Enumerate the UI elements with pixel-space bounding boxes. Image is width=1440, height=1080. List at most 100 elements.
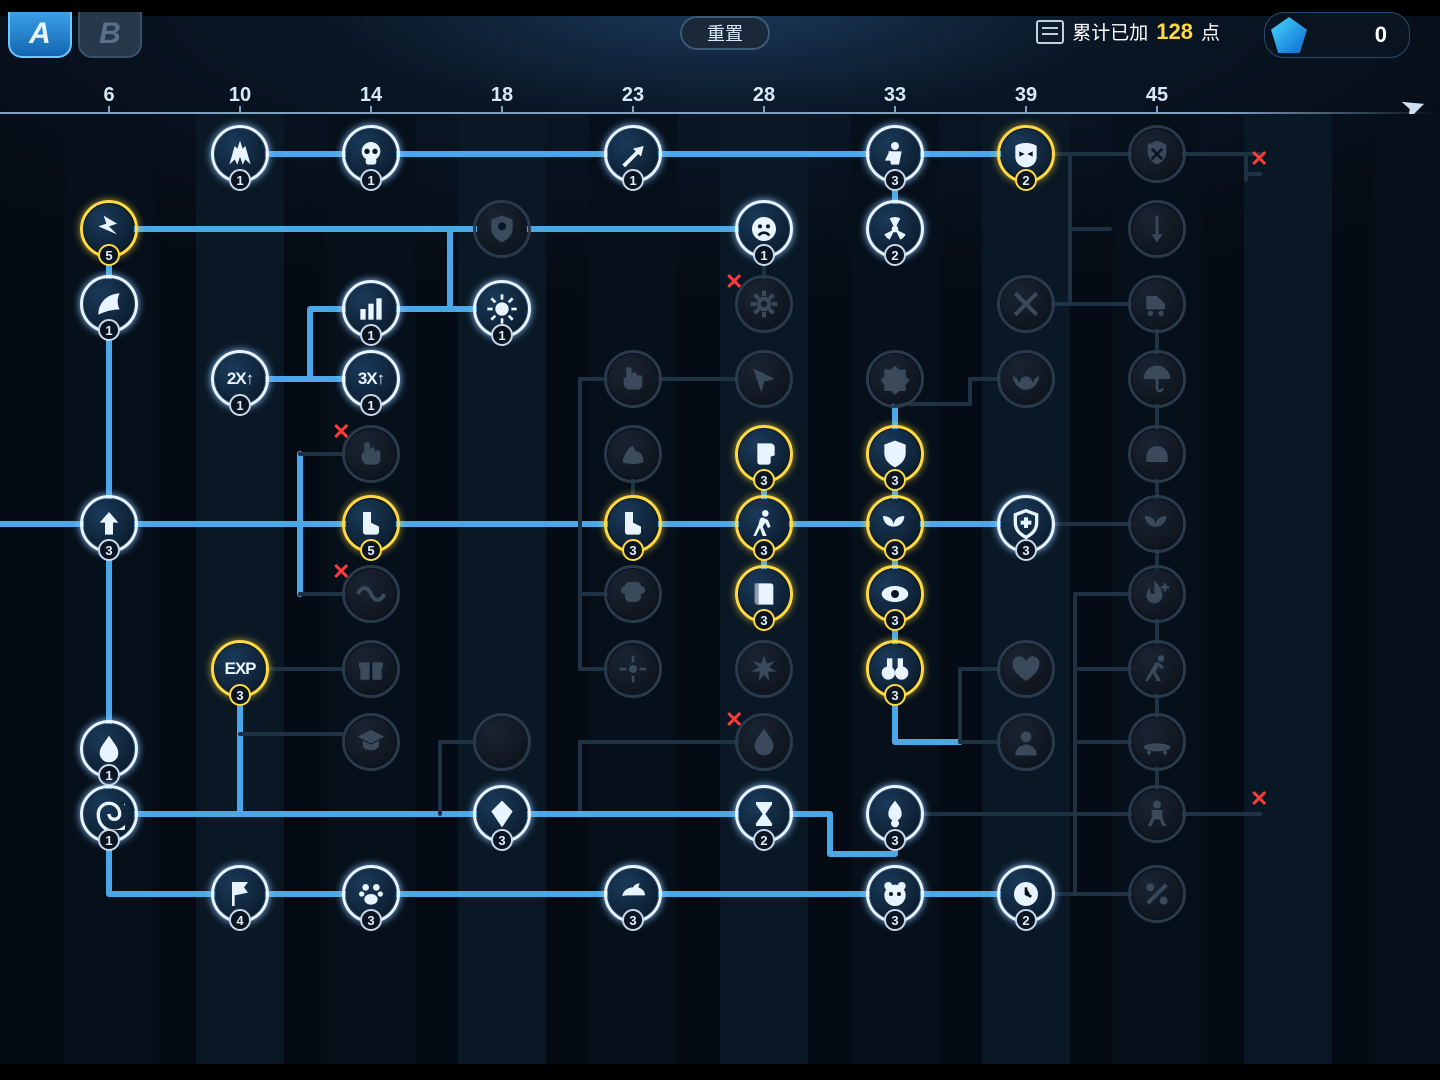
column-header: 28 — [734, 84, 794, 107]
talent-node[interactable] — [473, 200, 531, 258]
talent-node[interactable]: 3 — [866, 565, 924, 623]
talent-node[interactable]: 3 — [604, 495, 662, 553]
talent-node[interactable]: 1 — [342, 280, 400, 338]
talent-node[interactable] — [866, 350, 924, 408]
talent-node[interactable]: 1 — [735, 200, 793, 258]
node-badge: 5 — [360, 539, 382, 561]
talent-node[interactable] — [1128, 785, 1186, 843]
talent-node[interactable]: 3 — [735, 425, 793, 483]
talent-node[interactable]: 3 — [473, 785, 531, 843]
talent-node[interactable]: 5 — [80, 200, 138, 258]
tab-a[interactable]: A — [8, 12, 72, 58]
reset-button[interactable]: 重置 — [680, 16, 770, 50]
talent-node[interactable] — [735, 350, 793, 408]
node-badge: 1 — [360, 169, 382, 191]
talent-node[interactable]: 3 — [997, 495, 1055, 553]
talent-node[interactable]: 1 — [473, 280, 531, 338]
talent-node[interactable]: 1 — [80, 785, 138, 843]
node-badge: 2 — [1015, 909, 1037, 931]
talent-node[interactable] — [1128, 350, 1186, 408]
talent-node[interactable]: 3 — [735, 495, 793, 553]
talent-node[interactable]: 2 — [997, 865, 1055, 923]
talent-node[interactable] — [1128, 565, 1186, 623]
talent-node[interactable] — [604, 350, 662, 408]
talent-node[interactable]: ✕ — [342, 565, 400, 623]
talent-tree[interactable]: ✕✕ 3511112X↑1EXP34113X↑1✕5✕3131331✕333✕2… — [0, 114, 1440, 1080]
column-ruler: 61014182328333945 — [0, 84, 1440, 114]
talent-node[interactable]: 4 — [211, 865, 269, 923]
talent-node[interactable]: 1 — [211, 125, 269, 183]
x-mark-icon: ✕ — [725, 707, 743, 733]
talent-node[interactable]: ✕ — [735, 713, 793, 771]
talent-node[interactable]: 1 — [342, 125, 400, 183]
node-badge: 1 — [98, 319, 120, 341]
talent-node[interactable] — [342, 640, 400, 698]
talent-node[interactable] — [1128, 125, 1186, 183]
talent-node[interactable]: 3 — [866, 425, 924, 483]
talent-node[interactable] — [997, 713, 1055, 771]
talent-node[interactable]: EXP3 — [211, 640, 269, 698]
node-badge: 1 — [360, 324, 382, 346]
talent-node[interactable]: 1 — [80, 720, 138, 778]
node-badge: 2 — [1015, 169, 1037, 191]
node-badge: 3 — [622, 909, 644, 931]
talent-node[interactable] — [1128, 865, 1186, 923]
talent-node[interactable]: 3 — [80, 495, 138, 553]
talent-node[interactable]: 3 — [866, 495, 924, 553]
talent-node[interactable]: 3 — [735, 565, 793, 623]
talent-node[interactable]: ✕ — [342, 425, 400, 483]
talent-node[interactable]: 3 — [604, 865, 662, 923]
talent-node[interactable]: 1 — [80, 275, 138, 333]
talent-node[interactable] — [604, 425, 662, 483]
column-header: 33 — [865, 84, 925, 107]
points-suffix: 点 — [1201, 18, 1220, 45]
talent-node[interactable]: 2 — [866, 200, 924, 258]
node-badge: 1 — [622, 169, 644, 191]
talent-node[interactable] — [997, 350, 1055, 408]
talent-node[interactable]: 2 — [997, 125, 1055, 183]
column-header: 39 — [996, 84, 1056, 107]
node-badge: 3 — [884, 609, 906, 631]
talent-node[interactable]: 3 — [866, 785, 924, 843]
talent-node[interactable] — [1128, 640, 1186, 698]
talent-node[interactable] — [1128, 713, 1186, 771]
talent-node[interactable]: 3 — [866, 865, 924, 923]
gem-icon — [1271, 17, 1307, 53]
talent-node[interactable] — [604, 565, 662, 623]
node-badge: 1 — [360, 394, 382, 416]
edge-layer: ✕✕ — [0, 114, 1440, 1080]
talent-node[interactable]: 2 — [735, 785, 793, 843]
talent-node[interactable]: 3 — [342, 865, 400, 923]
node-badge: 3 — [753, 609, 775, 631]
talent-node[interactable] — [342, 713, 400, 771]
talent-node[interactable]: 5 — [342, 495, 400, 553]
x-mark-icon: ✕ — [332, 559, 350, 585]
node-badge: 3 — [360, 909, 382, 931]
talent-node[interactable] — [1128, 425, 1186, 483]
book-icon — [1036, 20, 1064, 44]
talent-node[interactable]: 3 — [866, 125, 924, 183]
talent-node[interactable] — [1128, 495, 1186, 553]
talent-node[interactable]: 3X↑1 — [342, 350, 400, 408]
talent-node[interactable] — [604, 640, 662, 698]
node-badge: 3 — [753, 539, 775, 561]
node-badge: 2 — [753, 829, 775, 851]
talent-node[interactable]: 2X↑1 — [211, 350, 269, 408]
currency-value: 0 — [1317, 22, 1387, 48]
talent-node[interactable] — [997, 640, 1055, 698]
talent-node[interactable] — [997, 275, 1055, 333]
tab-b[interactable]: B — [78, 12, 142, 58]
node-badge: 3 — [884, 539, 906, 561]
node-badge: 1 — [98, 764, 120, 786]
node-badge: 3 — [884, 684, 906, 706]
talent-node[interactable] — [735, 640, 793, 698]
talent-node[interactable]: 3 — [866, 640, 924, 698]
currency-display[interactable]: 0 — [1264, 12, 1410, 58]
column-header: 18 — [472, 84, 532, 107]
talent-node[interactable]: 1 — [604, 125, 662, 183]
talent-node[interactable] — [1128, 200, 1186, 258]
talent-node[interactable]: ✕ — [735, 275, 793, 333]
talent-node[interactable] — [473, 713, 531, 771]
node-badge: 3 — [884, 829, 906, 851]
talent-node[interactable] — [1128, 275, 1186, 333]
